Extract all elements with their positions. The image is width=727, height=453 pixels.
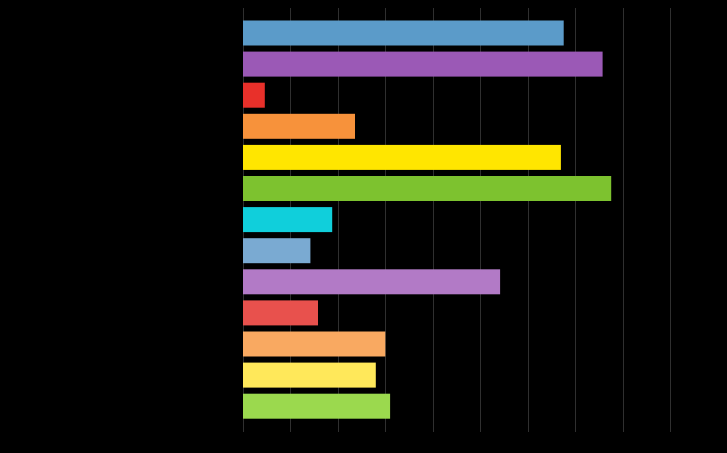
- x-tick-label: 50: [284, 437, 296, 449]
- x-tick-label: 200: [424, 437, 442, 449]
- x-tick-label: 0: [240, 437, 246, 449]
- x-tick-label: 300: [519, 437, 537, 449]
- x-tick-label: 450: [661, 437, 679, 449]
- x-tick-label: 400: [614, 437, 632, 449]
- bar: [243, 393, 391, 419]
- bar: [243, 20, 564, 46]
- bar: [243, 144, 561, 170]
- bar: [243, 362, 376, 388]
- bar: [243, 300, 318, 326]
- bars: [243, 20, 612, 419]
- x-tick-labels: 0 50 100 150 200 250 300 350 400 450: [240, 437, 679, 449]
- bar: [243, 113, 355, 139]
- bar: [243, 269, 501, 295]
- bar: [243, 82, 265, 108]
- bar: [243, 207, 333, 233]
- x-tick-label: 250: [471, 437, 489, 449]
- bar: [243, 176, 612, 201]
- grid: [243, 8, 671, 432]
- bar: [243, 238, 311, 264]
- x-tick-label: 150: [376, 437, 394, 449]
- x-tick-label: 100: [329, 437, 347, 449]
- bar: [243, 51, 603, 77]
- bar: [243, 331, 386, 357]
- x-tick-label: 350: [566, 437, 584, 449]
